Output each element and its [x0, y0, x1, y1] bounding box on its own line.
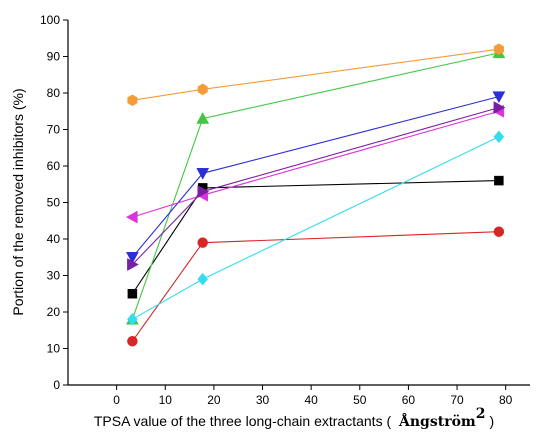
data-point [493, 130, 505, 144]
x-tick-label: 80 [499, 393, 513, 407]
y-tick-label: 30 [47, 269, 61, 283]
x-tick-label: 20 [207, 393, 221, 407]
y-tick-label: 100 [40, 13, 60, 27]
y-tick-label: 10 [47, 342, 61, 356]
data-point [197, 83, 208, 96]
x-axis-title-close: ) [489, 413, 494, 429]
x-tick-label: 40 [304, 393, 318, 407]
data-point [494, 175, 504, 186]
series-line [132, 48, 499, 101]
data-point [127, 289, 138, 299]
data-point [197, 272, 209, 286]
x-tick-label: 50 [353, 393, 367, 407]
data-point [127, 94, 138, 107]
x-tick-label: 10 [159, 393, 173, 407]
y-axis-title: Portion of the removed inhibitors (%) [10, 88, 26, 315]
y-tick-label: 80 [47, 86, 61, 100]
y-ticks: 0 10 20 30 40 50 60 70 80 90 100 [40, 13, 68, 392]
data-point [125, 252, 139, 264]
x-ticks: 0 10 20 30 40 50 60 70 80 [113, 385, 513, 407]
y-tick-label: 90 [47, 50, 61, 64]
x-axis-unit-sup: 2 [476, 406, 486, 422]
data-point [493, 226, 505, 237]
data-point [197, 237, 208, 248]
data-point [493, 43, 504, 55]
y-tick-label: 70 [47, 123, 61, 137]
y-tick-label: 20 [47, 305, 61, 319]
series-line [131, 52, 499, 320]
series-line [132, 110, 500, 218]
series-line [131, 231, 499, 342]
chart-axes [67, 20, 530, 386]
y-tick-label: 50 [47, 196, 61, 210]
x-axis-title-text: TPSA value of the three long-chain extra… [94, 413, 392, 429]
x-tick-label: 0 [113, 393, 120, 407]
series-line [132, 136, 500, 320]
series-line [131, 96, 500, 258]
data-point [127, 335, 138, 347]
x-axis-title: TPSA value of the three long-chain extra… [94, 406, 494, 430]
x-tick-label: 60 [402, 393, 416, 407]
y-tick-label: 60 [47, 159, 61, 173]
data-point [127, 312, 138, 326]
data-point [197, 185, 210, 198]
data-point [196, 168, 210, 180]
data-point [196, 112, 210, 124]
y-tick-label: 40 [47, 232, 61, 246]
y-tick-label: 0 [53, 378, 60, 392]
series-line [131, 180, 499, 295]
data-point [492, 91, 506, 104]
series-markers [125, 43, 506, 347]
data-point [493, 101, 506, 115]
data-point [125, 210, 138, 224]
data-point [127, 258, 139, 271]
series-line [131, 107, 500, 265]
x-tick-label: 70 [450, 393, 464, 407]
series-lines [131, 48, 500, 342]
x-axis-unit: Ångström [398, 412, 476, 430]
x-tick-label: 30 [256, 393, 270, 407]
